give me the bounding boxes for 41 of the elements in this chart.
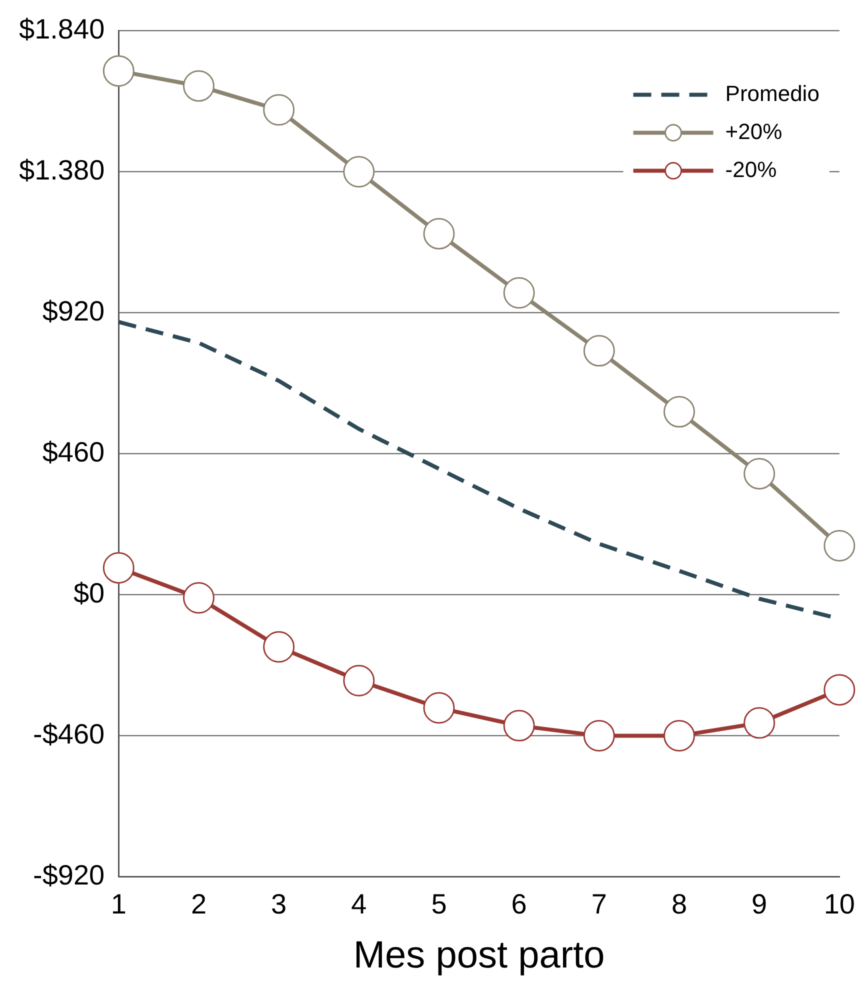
legend-label: -20% bbox=[725, 156, 777, 182]
y-tick-label: $920 bbox=[42, 296, 105, 327]
legend-label: +20% bbox=[725, 118, 782, 144]
y-tick-label: $0 bbox=[73, 578, 105, 609]
point bbox=[102, 552, 134, 584]
x-tick-label: 4 bbox=[351, 888, 367, 920]
point bbox=[503, 277, 535, 309]
x-tick-label: 2 bbox=[190, 888, 207, 920]
point bbox=[583, 335, 615, 367]
point bbox=[343, 156, 375, 188]
y-tick-label: -$920 bbox=[33, 860, 105, 891]
point bbox=[664, 396, 696, 428]
x-tick-label: 8 bbox=[671, 888, 688, 920]
x-tick-label: 3 bbox=[271, 888, 287, 920]
point bbox=[824, 530, 856, 562]
point bbox=[343, 664, 375, 696]
point bbox=[744, 707, 776, 739]
point bbox=[423, 692, 455, 724]
point bbox=[824, 674, 856, 706]
point bbox=[664, 720, 696, 752]
y-tick-label: $1.840 bbox=[19, 14, 105, 45]
x-tick-label: 10 bbox=[824, 888, 856, 920]
x-tick-label: 6 bbox=[511, 888, 527, 920]
point bbox=[263, 94, 295, 126]
x-tick-label: 7 bbox=[591, 888, 607, 920]
x-tick-label: 5 bbox=[431, 888, 447, 920]
point bbox=[744, 458, 776, 490]
y-tick-label: -$460 bbox=[33, 718, 105, 750]
y-tick-label: $460 bbox=[42, 436, 105, 468]
x-tick-label: 1 bbox=[110, 888, 126, 920]
legend-label: Promedio bbox=[725, 80, 820, 106]
y-tick-label: $1.380 bbox=[19, 154, 105, 186]
point bbox=[423, 218, 455, 250]
point bbox=[102, 55, 134, 87]
point bbox=[263, 631, 295, 663]
point bbox=[503, 710, 535, 742]
point bbox=[182, 70, 214, 102]
x-tick-label: 9 bbox=[752, 888, 768, 920]
point bbox=[583, 720, 615, 752]
point bbox=[182, 582, 214, 614]
x-axis-title: Mes post parto bbox=[353, 934, 605, 977]
